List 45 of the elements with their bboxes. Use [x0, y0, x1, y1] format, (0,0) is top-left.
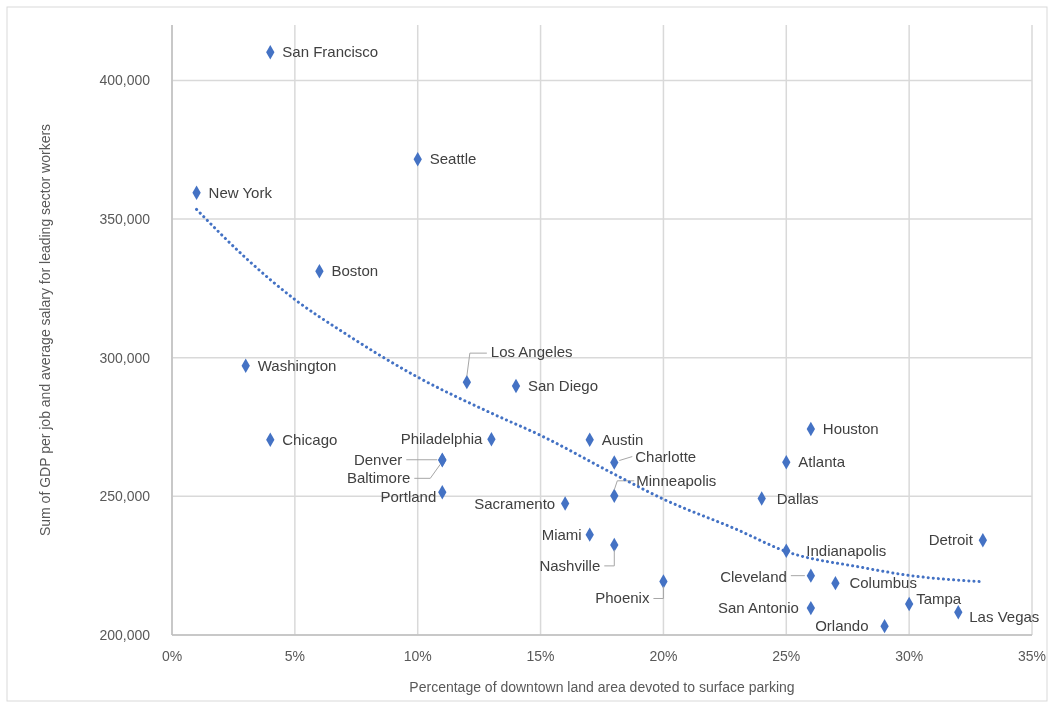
x-tick-label: 25%: [772, 648, 801, 664]
data-label: Washington: [257, 356, 337, 374]
data-label: New York: [208, 183, 273, 201]
data-label: Houston: [822, 419, 879, 437]
y-axis-title: Sum of GDP per job and average salary for leading sector workers: [37, 123, 53, 537]
y-tick-label: 250,000: [99, 488, 151, 505]
y-tick-label: 300,000: [99, 349, 151, 366]
data-label: Portland: [380, 488, 437, 506]
data-label: Tampa: [916, 589, 962, 607]
data-label: Detroit: [928, 531, 974, 549]
y-tick-label: 200,000: [99, 627, 151, 643]
data-label: Sacramento: [474, 494, 556, 512]
x-tick-label: 10%: [403, 648, 432, 664]
data-label: Boston: [331, 262, 379, 280]
data-label: Indianapolis: [806, 541, 887, 559]
data-label: Los Angeles: [490, 343, 573, 361]
data-label: Las Vegas: [969, 608, 1040, 626]
x-tick-label: 35%: [1017, 648, 1047, 664]
data-label: Philadelphia: [400, 430, 484, 448]
data-label: Columbus: [849, 574, 917, 592]
data-label: Nashville: [539, 556, 601, 574]
data-label: Austin: [601, 430, 644, 448]
x-tick-label: 30%: [895, 648, 924, 664]
data-label: Phoenix: [595, 589, 650, 607]
x-tick-label: 0%: [161, 648, 183, 664]
data-label: Denver: [353, 450, 403, 468]
data-label: Minneapolis: [636, 471, 717, 489]
x-axis-title: Percentage of downtown land area devoted to surface parking: [409, 679, 795, 695]
data-label: Miami: [541, 525, 582, 543]
data-label: Baltimore: [346, 469, 411, 487]
data-label: San Francisco: [282, 43, 379, 61]
data-label: Dallas: [776, 489, 819, 507]
data-label: Charlotte: [635, 447, 697, 465]
x-tick-label: 20%: [649, 648, 678, 664]
y-tick-label: 350,000: [99, 211, 151, 228]
data-label: Chicago: [282, 430, 338, 448]
data-label: San Diego: [528, 377, 599, 395]
data-label: Cleveland: [720, 567, 787, 585]
y-tick-label: 400,000: [99, 72, 151, 89]
data-label: Seattle: [429, 150, 477, 168]
x-tick-label: 5%: [284, 648, 305, 664]
data-label: Orlando: [815, 617, 869, 635]
x-tick-label: 15%: [526, 648, 555, 664]
data-label: Atlanta: [798, 453, 846, 471]
data-label: San Antonio: [717, 599, 799, 617]
